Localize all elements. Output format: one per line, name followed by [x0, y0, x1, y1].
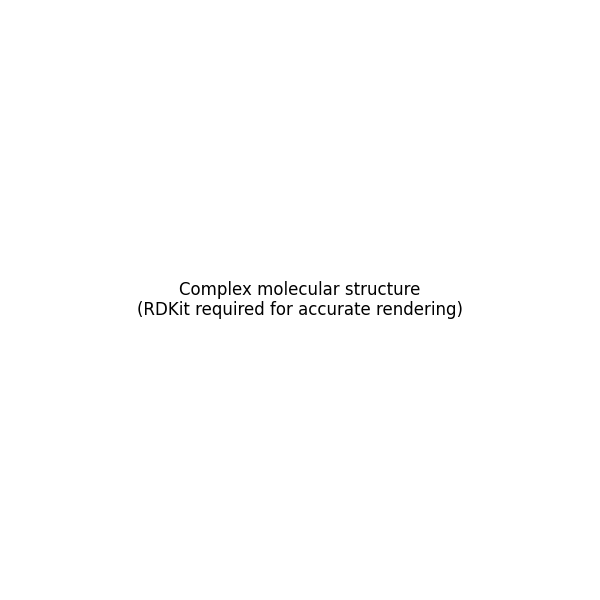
- Text: Complex molecular structure
(RDKit required for accurate rendering): Complex molecular structure (RDKit requi…: [137, 281, 463, 319]
